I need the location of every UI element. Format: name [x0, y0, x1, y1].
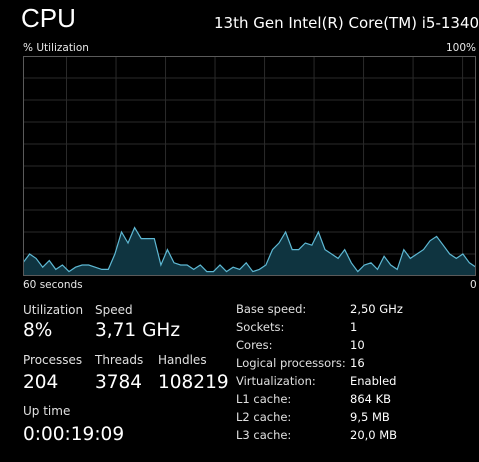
- spec-label-l1-cache: L1 cache:: [236, 392, 292, 406]
- graph-x-left-label: 60 seconds: [23, 279, 83, 291]
- threads-label: Threads: [95, 353, 144, 367]
- spec-value-l1-cache: 864 KB: [350, 392, 392, 406]
- spec-label-virtualization: Virtualization:: [236, 374, 316, 388]
- spec-label-l2-cache: L2 cache:: [236, 410, 292, 424]
- page-title: CPU: [21, 3, 76, 33]
- utilization-line: [23, 226, 476, 273]
- spec-value-cores: 10: [350, 338, 365, 352]
- spec-value-virtualization: Enabled: [350, 374, 397, 388]
- spec-value-base-speed: 2,50 GHz: [350, 302, 403, 316]
- spec-value-sockets: 1: [350, 320, 358, 334]
- speed-label: Speed: [95, 303, 133, 317]
- graph-x-right-label: 0: [470, 279, 477, 291]
- uptime-value: 0:00:19:09: [23, 424, 125, 445]
- processes-value: 204: [23, 372, 59, 393]
- utilization-value: 8%: [23, 320, 53, 341]
- graph-y-label: % Utilization: [23, 42, 89, 54]
- spec-label-base-speed: Base speed:: [236, 302, 307, 316]
- utilization-label: Utilization: [23, 303, 84, 317]
- handles-label: Handles: [158, 353, 207, 367]
- spec-value-l3-cache: 20,0 MB: [350, 428, 398, 442]
- utilization-area: [23, 227, 476, 276]
- graph-border: [23, 56, 476, 276]
- cpu-utilization-graph[interactable]: [23, 56, 476, 276]
- uptime-label: Up time: [23, 404, 71, 418]
- spec-label-l3-cache: L3 cache:: [236, 428, 292, 442]
- graph-y-max-label: 100%: [445, 42, 476, 54]
- processes-label: Processes: [23, 353, 83, 367]
- spec-value-logical-processors: 16: [350, 356, 365, 370]
- handles-value: 108219: [158, 372, 229, 393]
- cpu-model-name: 13th Gen Intel(R) Core(TM) i5-13400F: [214, 14, 479, 32]
- spec-label-sockets: Sockets:: [236, 320, 285, 334]
- threads-value: 3784: [95, 372, 143, 393]
- spec-label-logical-processors: Logical processors:: [236, 356, 346, 370]
- spec-label-cores: Cores:: [236, 338, 273, 352]
- speed-value: 3,71 GHz: [95, 320, 181, 341]
- spec-value-l2-cache: 9,5 MB: [350, 410, 390, 424]
